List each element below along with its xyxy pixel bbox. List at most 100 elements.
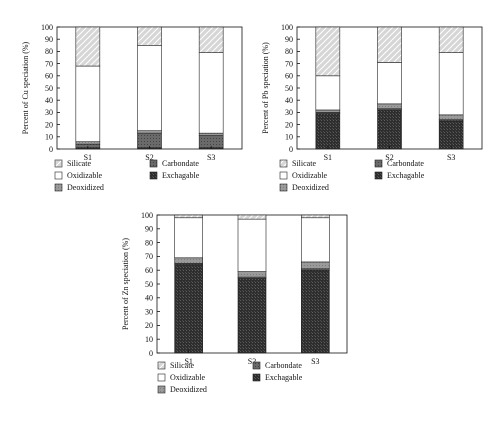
y-tick-label: 40: [145, 294, 153, 303]
bar-segment-silicate: [301, 214, 330, 219]
bar-segment-silicate: [237, 214, 267, 220]
bar-segment-exchagable: [174, 264, 203, 354]
y-tick-label: 60: [45, 72, 53, 81]
y-tick-label: 90: [145, 225, 153, 234]
legend-swatch-oxidizable: [157, 373, 166, 382]
legend: Silicate Carbondate Oxidizable Exchagable De…: [157, 361, 303, 394]
bar-segment-oxidizable: [75, 65, 101, 142]
legend-swatch-exchagable: [252, 373, 261, 382]
legend-label-silicate: Silicate: [67, 159, 91, 168]
bar-segment-carbondate: [198, 135, 224, 149]
legend-swatch-deoxidized: [157, 385, 166, 394]
legend-swatch-silicate: [54, 159, 63, 168]
y-tick-label: 30: [285, 108, 293, 117]
legend-label-oxidizable: Oxidizable: [170, 373, 206, 382]
legend-swatch-exchagable: [149, 171, 158, 180]
x-tick-label: S1: [184, 357, 192, 366]
legend-swatch-carbondate: [149, 159, 158, 168]
y-tick-label: 100: [281, 23, 293, 32]
bar-segment-exchagable: [315, 113, 341, 150]
x-tick-label: S2: [145, 153, 153, 162]
y-tick-label: 10: [145, 335, 153, 344]
y-tick-label: 80: [145, 238, 153, 247]
legend-label-silicate: Silicate: [292, 159, 316, 168]
legend-swatch-deoxidized: [54, 183, 63, 192]
legend-label-oxidizable: Oxidizable: [292, 171, 328, 180]
bar-segment-oxidizable: [174, 217, 203, 259]
bar-segment-deoxidized: [301, 261, 330, 270]
pb-speciation-chart: 0 10 20 30 40 50 60 70 80 90 100 Percent of Pb spec…: [261, 23, 483, 192]
legend-label-carbondate: Carbondate: [162, 159, 199, 168]
bar-segment-oxidizable: [301, 217, 330, 263]
y-axis-label: Percent of Pb speciation (%): [261, 42, 270, 134]
y-tick-label: 0: [49, 145, 53, 154]
bar-segment-deoxidized: [315, 109, 341, 113]
legend: Silicate Carbondate Oxidizable Exchagable De…: [279, 159, 425, 192]
y-tick-label: 70: [285, 59, 293, 68]
legend-label-exchagable: Exchagable: [387, 171, 425, 180]
y-tick-label: 80: [45, 47, 53, 56]
bar-segment-silicate: [174, 214, 203, 219]
bar-segment-silicate: [377, 26, 402, 63]
bar-segment-deoxidized: [137, 130, 162, 134]
bar-segment-silicate: [315, 26, 341, 77]
y-tick-label: 50: [285, 84, 293, 93]
y-tick-label: 20: [45, 120, 53, 129]
y-axis-label: Percent of Cu speciation (%): [21, 41, 30, 134]
y-tick-label: 50: [145, 280, 153, 289]
y-tick-label: 60: [145, 266, 153, 275]
legend-swatch-carbondate: [374, 159, 383, 168]
x-tick-label: S3: [207, 153, 215, 162]
cu-speciation-chart: 0 10 20 30 40 50 60 70 80 90 100 Percent of Cu spec…: [21, 23, 243, 192]
y-tick-label: 30: [145, 307, 153, 316]
legend-label-exchagable: Exchagable: [162, 171, 200, 180]
x-tick-label: S2: [248, 357, 256, 366]
legend-label-exchagable: Exchagable: [265, 373, 303, 382]
bar-segment-oxidizable: [237, 218, 267, 272]
bar-segment-oxidizable: [438, 52, 464, 116]
bar-segment-oxidizable: [137, 44, 162, 132]
legend-label-deoxidized: Deoxidized: [292, 183, 329, 192]
y-tick-label: 90: [285, 35, 293, 44]
legend-label-silicate: Silicate: [170, 361, 194, 370]
y-tick-label: 30: [45, 108, 53, 117]
bar-segment-oxidizable: [377, 62, 402, 105]
legend-swatch-exchagable: [374, 171, 383, 180]
y-tick-label: 40: [285, 96, 293, 105]
legend-label-carbondate: Carbondate: [265, 361, 302, 370]
legend: Silicate Carbondate Oxidizable Exchagable De…: [54, 159, 200, 192]
bar-segment-exchagable: [301, 269, 330, 354]
bar-segment-silicate: [137, 26, 162, 46]
y-tick-label: 100: [141, 211, 153, 220]
bar-segment-exchagable: [377, 109, 402, 150]
y-tick-label: 0: [149, 349, 153, 358]
y-tick-label: 10: [45, 133, 53, 142]
bar-segment-deoxidized: [438, 114, 464, 121]
bar-segment-deoxidized: [237, 271, 267, 278]
bar-segment-exchagable: [438, 120, 464, 150]
legend-label-oxidizable: Oxidizable: [67, 171, 103, 180]
legend-swatch-silicate: [279, 159, 288, 168]
x-tick-label: S3: [447, 153, 455, 162]
bar-segment-exchagable: [237, 278, 267, 354]
y-tick-label: 70: [145, 252, 153, 261]
legend-swatch-oxidizable: [54, 171, 63, 180]
y-axis-label: Percent of Zn speciation (%): [121, 238, 130, 330]
y-tick-label: 0: [289, 145, 293, 154]
y-tick-label: 20: [285, 120, 293, 129]
bar-segment-deoxidized: [75, 141, 101, 145]
bar-segment-silicate: [198, 26, 224, 53]
legend-swatch-oxidizable: [279, 171, 288, 180]
bar-segment-silicate: [438, 26, 464, 53]
y-tick-label: 20: [145, 321, 153, 330]
bar-segment-silicate: [75, 26, 101, 67]
legend-swatch-carbondate: [252, 361, 261, 370]
x-tick-label: S1: [324, 153, 332, 162]
bar-segment-oxidizable: [315, 75, 341, 111]
bar-segment-deoxidized: [377, 103, 402, 110]
x-tick-label: S2: [385, 153, 393, 162]
x-tick-label: S3: [311, 357, 319, 366]
y-tick-label: 40: [45, 96, 53, 105]
bar-segment-oxidizable: [198, 52, 224, 134]
